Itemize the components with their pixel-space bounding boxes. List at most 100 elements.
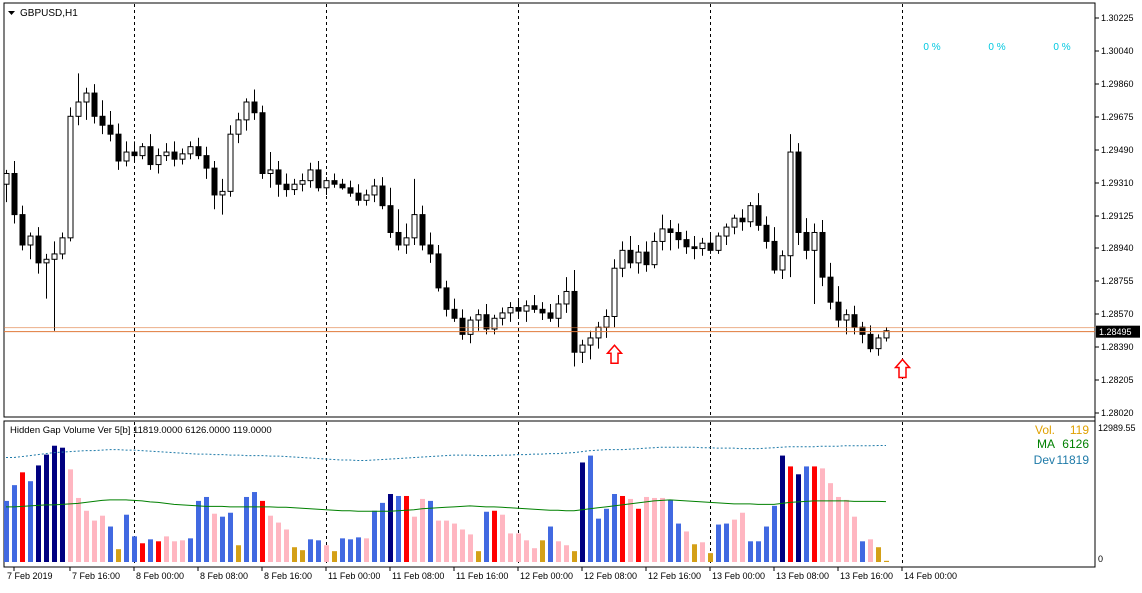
volume-bar <box>556 541 561 562</box>
bull-candle <box>555 303 562 319</box>
bear-candle <box>859 326 866 335</box>
volume-bar <box>268 515 273 562</box>
volume-bar <box>60 447 65 562</box>
volume-bar <box>476 551 481 562</box>
volume-bar <box>804 466 809 562</box>
up-arrow-icon <box>893 358 912 379</box>
volume-bar <box>844 499 849 562</box>
time-tick-label: 7 Feb 16:00 <box>72 571 120 581</box>
volume-bar <box>348 539 353 562</box>
bear-candle <box>91 92 98 117</box>
symbol-menu-triangle-icon[interactable] <box>8 11 15 15</box>
bear-candle <box>419 214 426 246</box>
volume-bar <box>660 497 665 562</box>
vol-readout-label: Vol. <box>1035 423 1055 437</box>
bull-candle <box>595 326 602 339</box>
bear-candle <box>339 183 346 189</box>
volume-bar <box>12 485 17 562</box>
bull-candle <box>291 183 298 191</box>
bear-candle <box>627 249 634 264</box>
bull-candle <box>475 314 482 321</box>
bull-candle <box>323 180 330 189</box>
volume-bar <box>260 500 265 562</box>
bull-candle <box>219 190 226 196</box>
volume-bar <box>852 516 857 562</box>
bull-candle <box>235 119 242 135</box>
volume-bar <box>684 531 689 562</box>
volume-bar <box>156 541 161 562</box>
bull-candle <box>67 115 74 239</box>
volume-bar <box>124 514 129 562</box>
bull-candle <box>155 155 162 166</box>
bear-candle <box>683 239 690 248</box>
bear-candle <box>531 305 538 310</box>
volume-bar <box>76 497 81 562</box>
price-tick-label: 1.30040 <box>1101 46 1134 56</box>
time-tick-label: 7 Feb 2019 <box>7 571 53 581</box>
volume-bar <box>20 472 25 562</box>
current-price-line: 1.28495 <box>4 325 1140 338</box>
bull-candle <box>723 226 730 237</box>
bear-candle <box>427 244 434 255</box>
bull-candle <box>299 180 306 185</box>
bull-candle <box>411 214 418 239</box>
bear-candle <box>115 133 122 162</box>
bear-candle <box>387 205 394 233</box>
volume-bar <box>100 515 105 562</box>
bull-candle <box>747 205 754 223</box>
current-price-box <box>1096 325 1140 338</box>
bear-candle <box>171 151 178 160</box>
volume-bar <box>324 545 329 562</box>
bear-candle <box>459 317 466 335</box>
volume-bar <box>444 520 449 562</box>
indicator-scale-min: 0 <box>1098 554 1103 564</box>
volume-bar <box>580 462 585 562</box>
volume-bar <box>332 551 337 562</box>
bear-candle <box>819 231 826 278</box>
volume-bar <box>284 529 289 562</box>
bull-candle <box>403 237 410 246</box>
bull-candle <box>51 253 58 260</box>
volume-bar <box>692 544 697 562</box>
price-tick-label: 1.30225 <box>1101 13 1134 23</box>
bear-candle <box>867 333 874 350</box>
bear-candle <box>851 314 858 328</box>
bear-candle <box>355 192 362 201</box>
ma-readout-label: MA <box>1037 437 1055 451</box>
bull-candle <box>267 169 274 174</box>
volume-bar <box>436 520 441 562</box>
bull-candle <box>731 217 738 228</box>
bull-candle <box>491 317 498 330</box>
price-tick-label: 1.29490 <box>1101 145 1134 155</box>
bull-candle <box>811 231 818 251</box>
volume-bar <box>116 549 121 562</box>
price-tick-label: 1.28205 <box>1101 375 1134 385</box>
volume-bar <box>748 541 753 562</box>
bull-candle <box>563 290 570 305</box>
main-chart-frame[interactable] <box>3 2 1096 418</box>
percent-label-2: 0 % <box>988 42 1005 53</box>
time-tick-label: 13 Feb 00:00 <box>712 571 765 581</box>
bull-candle <box>43 258 50 264</box>
bear-candle <box>283 183 290 191</box>
bear-candle <box>315 169 322 189</box>
volume-bar <box>204 496 209 562</box>
bull-candle <box>163 151 170 157</box>
volume-bar <box>4 500 9 562</box>
volume-bar <box>604 508 609 562</box>
price-tick-label: 1.28940 <box>1101 243 1134 253</box>
volume-bar <box>756 541 761 562</box>
bear-candle <box>395 231 402 246</box>
volume-bars <box>4 445 889 562</box>
volume-bar <box>884 560 889 562</box>
bull-candle <box>243 101 250 121</box>
bull-candle <box>3 172 10 185</box>
current-price-label: 1.28495 <box>1099 327 1132 337</box>
volume-bar <box>372 510 377 562</box>
indicator-title: Hidden Gap Volume Ver 5[b] 11819.0000 61… <box>10 425 272 436</box>
volume-bar <box>668 499 673 562</box>
volume-bar <box>84 510 89 562</box>
bull-candle <box>523 305 530 312</box>
